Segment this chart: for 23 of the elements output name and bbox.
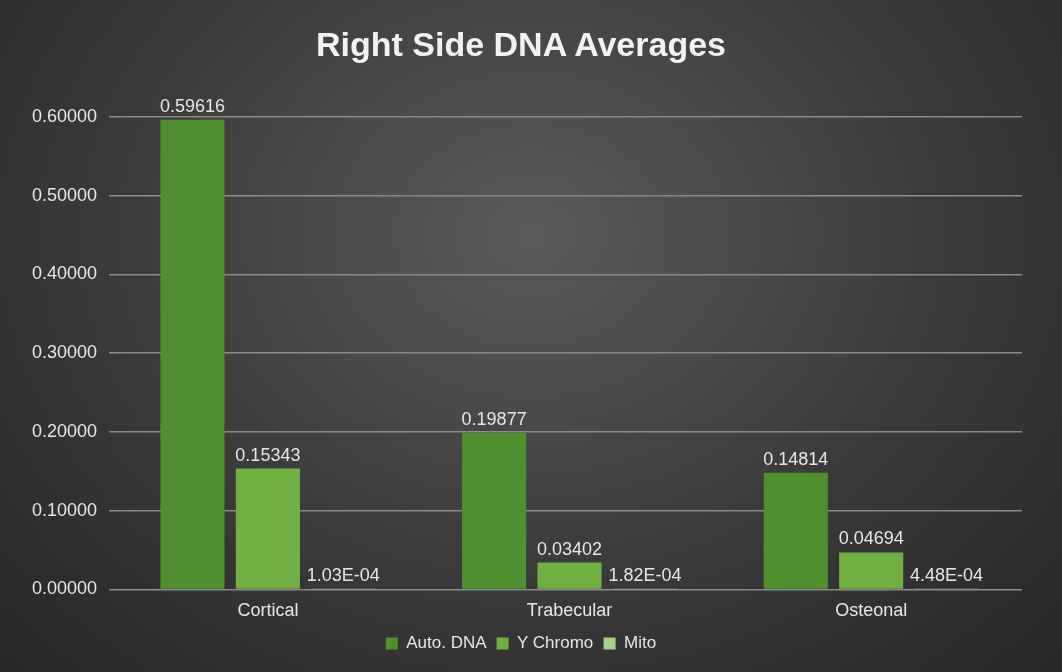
legend-label: Auto. DNA	[406, 633, 488, 653]
legend-label: Y Chromo	[517, 633, 594, 653]
data-label: 0.14814	[763, 448, 829, 469]
y-tick-label: 0.30000	[31, 342, 98, 363]
chart-title: Right Side DNA Averages	[316, 24, 726, 63]
x-tick-label: Cortical	[237, 600, 299, 621]
data-label: 0.03402	[536, 538, 603, 559]
y-tick-label: 0.10000	[31, 499, 98, 520]
data-label: 0.19877	[461, 408, 527, 429]
y-tick-label: 0.60000	[31, 105, 98, 126]
x-tick-label: Trabecular	[526, 600, 613, 621]
data-label: 0.04694	[838, 528, 904, 549]
legend-label: Mito	[624, 633, 657, 653]
y-tick-label: 0.20000	[31, 420, 98, 441]
data-label: 1.82E-04	[608, 565, 682, 586]
y-tick-label: 0.00000	[31, 578, 98, 599]
data-label: 4.48E-04	[910, 565, 984, 586]
y-tick-label: 0.50000	[31, 184, 98, 205]
data-label: 1.03E-04	[306, 565, 380, 586]
y-tick-label: 0.40000	[31, 263, 98, 284]
x-tick-label: Osteonal	[835, 600, 908, 621]
data-label: 0.15343	[235, 444, 301, 465]
data-label: 0.59616	[159, 95, 226, 116]
